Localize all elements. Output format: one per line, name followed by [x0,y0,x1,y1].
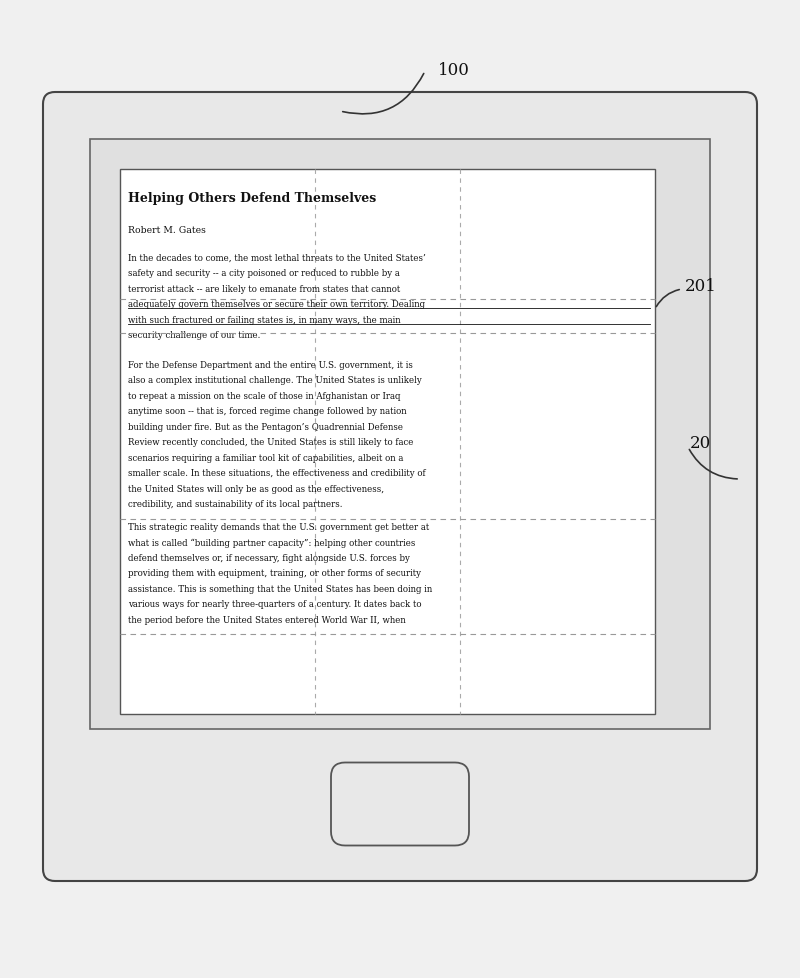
Text: providing them with equipment, training, or other forms of security: providing them with equipment, training,… [128,569,421,578]
Text: safety and security -- a city poisoned or reduced to rubble by a: safety and security -- a city poisoned o… [128,269,400,278]
Text: This strategic reality demands that the U.S. government get better at: This strategic reality demands that the … [128,522,430,531]
Text: Robert M. Gates: Robert M. Gates [128,226,206,235]
Text: adequately govern themselves or secure their own territory. Dealing: adequately govern themselves or secure t… [128,300,425,309]
Text: what is called “building partner capacity”: helping other countries: what is called “building partner capacit… [128,538,415,548]
Text: 100: 100 [438,62,470,79]
FancyBboxPatch shape [43,93,757,881]
Text: security challenge of our time.: security challenge of our time. [128,332,260,340]
Text: various ways for nearly three-quarters of a century. It dates back to: various ways for nearly three-quarters o… [128,600,422,609]
Text: smaller scale. In these situations, the effectiveness and credibility of: smaller scale. In these situations, the … [128,469,426,478]
FancyBboxPatch shape [331,763,469,846]
Text: anytime soon -- that is, forced regime change followed by nation: anytime soon -- that is, forced regime c… [128,407,406,416]
Text: For the Defense Department and the entire U.S. government, it is: For the Defense Department and the entir… [128,361,413,370]
Text: the United States will only be as good as the effectiveness,: the United States will only be as good a… [128,484,384,494]
Text: defend themselves or, if necessary, fight alongside U.S. forces by: defend themselves or, if necessary, figh… [128,554,410,562]
Text: to repeat a mission on the scale of those in Afghanistan or Iraq: to repeat a mission on the scale of thos… [128,391,401,401]
Text: 20: 20 [690,434,711,452]
Text: assistance. This is something that the United States has been doing in: assistance. This is something that the U… [128,585,432,594]
Text: also a complex institutional challenge. The United States is unlikely: also a complex institutional challenge. … [128,377,422,385]
Text: building under fire. But as the Pentagon’s Quadrennial Defense: building under fire. But as the Pentagon… [128,422,403,431]
Text: credibility, and sustainability of its local partners.: credibility, and sustainability of its l… [128,500,342,509]
Text: with such fractured or failing states is, in many ways, the main: with such fractured or failing states is… [128,316,401,325]
Bar [90,140,710,730]
Text: 201: 201 [685,278,717,294]
Text: scenarios requiring a familiar tool kit of capabilities, albeit on a: scenarios requiring a familiar tool kit … [128,454,403,463]
Text: the period before the United States entered World War II, when: the period before the United States ente… [128,615,406,624]
Bar [120,170,655,714]
Text: In the decades to come, the most lethal threats to the United States’: In the decades to come, the most lethal … [128,253,426,263]
Text: terrorist attack -- are likely to emanate from states that cannot: terrorist attack -- are likely to emanat… [128,285,400,293]
Text: Helping Others Defend Themselves: Helping Others Defend Themselves [128,192,376,204]
Text: Review recently concluded, the United States is still likely to face: Review recently concluded, the United St… [128,438,414,447]
